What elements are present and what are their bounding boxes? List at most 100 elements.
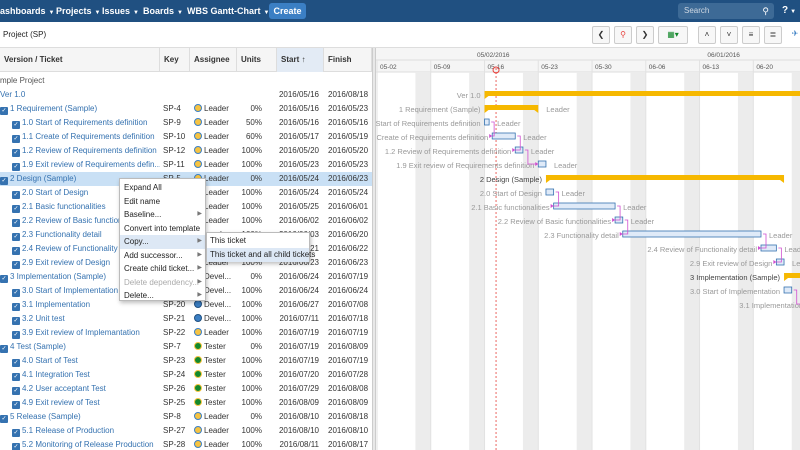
table-row[interactable]: mple Project: [0, 74, 372, 88]
checkbox-icon[interactable]: ✓: [12, 317, 20, 325]
zoom-out-icon[interactable]: ˅: [720, 26, 738, 44]
column-header[interactable]: Key: [160, 48, 190, 72]
help-icon[interactable]: ? ▼: [782, 5, 797, 16]
nav-menu-issues[interactable]: Issues ▼: [102, 0, 139, 22]
column-header[interactable]: Assignee: [190, 48, 237, 72]
menu-item-create-child-ticket[interactable]: Create child ticket... ▶: [120, 262, 205, 276]
ticket-title[interactable]: ✓ 1 Requirement (Sample): [0, 102, 160, 116]
ticket-title[interactable]: ✓ 2.4 Review of Functionality de...: [12, 242, 160, 256]
zoom-in-icon[interactable]: ˄: [698, 26, 716, 44]
column-header[interactable]: Finish: [324, 48, 372, 72]
nav-menu-projects[interactable]: Projects ▼: [56, 0, 100, 22]
scroll-right-icon[interactable]: ❯: [636, 26, 654, 44]
ticket-title[interactable]: ✓ 3.1 Implementation: [12, 298, 160, 312]
table-row[interactable]: ✓ 4.1 Integration Test SP-24 Tester 100% 2016…: [0, 368, 372, 382]
table-row[interactable]: ✓ 1.2 Review of Requirements definition SP…: [0, 144, 372, 158]
ticket-title[interactable]: ✓ 4 Test (Sample): [0, 340, 160, 354]
ticket-title[interactable]: ✓ 5.1 Release of Production: [12, 424, 160, 438]
pane-splitter[interactable]: [372, 48, 376, 450]
menu-item-convert-into-template[interactable]: Convert into template: [120, 222, 205, 236]
ticket-title[interactable]: ✓ 2.1 Basic functionalities: [12, 200, 160, 214]
table-row[interactable]: ✓ 3.9 Exit review of Implemantation SP-22 L…: [0, 326, 372, 340]
checkbox-icon[interactable]: ✓: [12, 373, 20, 381]
submenu-item[interactable]: This ticket: [210, 236, 247, 245]
ticket-title[interactable]: ✓ 2.9 Exit review of Design: [12, 256, 160, 270]
checkbox-icon[interactable]: ✓: [12, 289, 20, 297]
table-row[interactable]: ✓ 3.2 Unit test SP-21 Devel... 100% 2016/07/1…: [0, 312, 372, 326]
checkbox-icon[interactable]: ✓: [12, 261, 20, 269]
checkbox-icon[interactable]: ✓: [12, 191, 20, 199]
nav-menu-ashboards[interactable]: ashboards ▼: [0, 0, 54, 22]
checkbox-icon[interactable]: ✓: [12, 359, 20, 367]
checkbox-icon[interactable]: ✓: [12, 135, 20, 143]
menu-item-copy[interactable]: Copy... ▶: [120, 235, 205, 249]
ticket-title[interactable]: ✓ 2.3 Functionality detail: [12, 228, 160, 242]
search-input[interactable]: Search ⚲: [678, 3, 774, 19]
checkbox-icon[interactable]: ✓: [12, 331, 20, 339]
create-button[interactable]: Create: [269, 3, 306, 19]
checkbox-icon[interactable]: ✓: [12, 401, 20, 409]
table-row[interactable]: ✓ 4.2 User acceptant Test SP-26 Tester 100% 2…: [0, 382, 372, 396]
table-row[interactable]: ✓ 1.0 Start of Requirements definition SP-…: [0, 116, 372, 130]
menu-item-add-successor[interactable]: Add successor... ▶: [120, 249, 205, 263]
checkbox-icon[interactable]: ✓: [12, 163, 20, 171]
column-header[interactable]: Units: [237, 48, 277, 72]
table-row[interactable]: Ver 1.0 2016/05/16 2016/08/18: [0, 88, 372, 102]
ticket-title[interactable]: ✓ 1.2 Review of Requirements definition: [12, 144, 160, 158]
checkbox-icon[interactable]: ✓: [0, 415, 8, 423]
ticket-title[interactable]: ✓ 3.9 Exit review of Implemantation: [12, 326, 160, 340]
checkbox-icon[interactable]: ✓: [0, 177, 8, 185]
checkbox-icon[interactable]: ✓: [12, 443, 20, 450]
menu-item-delete[interactable]: Delete... ▶: [120, 289, 205, 303]
ticket-title[interactable]: ✓ 4.9 Exit review of Test: [12, 396, 160, 410]
ticket-title[interactable]: ✓ 1.9 Exit review of Requirements defin..…: [12, 158, 160, 172]
ticket-title[interactable]: ✓ 1.1 Create of Requirements definition: [12, 130, 160, 144]
ticket-title[interactable]: ✓ 2.0 Start of Design: [12, 186, 160, 200]
checkbox-icon[interactable]: ✓: [12, 219, 20, 227]
checkbox-icon[interactable]: ✓: [12, 149, 20, 157]
table-row[interactable]: ✓ 4.0 Start of Test SP-23 Tester 100% 2016/07…: [0, 354, 372, 368]
nav-menu-wbs-gantt-chart[interactable]: WBS Gantt-Chart ▼: [187, 0, 269, 22]
ticket-title[interactable]: ✓ 4.2 User acceptant Test: [12, 382, 160, 396]
submenu-item[interactable]: This ticket and all child tickets: [207, 248, 315, 262]
checkbox-icon[interactable]: ✓: [0, 345, 8, 353]
table-row[interactable]: ✓ 4.9 Exit review of Test SP-25 Tester 100% 2…: [0, 396, 372, 410]
ticket-title[interactable]: ✓ 1.0 Start of Requirements definition: [12, 116, 160, 130]
column-header[interactable]: Start ↑: [277, 48, 324, 72]
ticket-title[interactable]: ✓ 5 Release (Sample): [0, 410, 160, 424]
table-row[interactable]: ✓ 1 Requirement (Sample) SP-4 Leader 0% 2016/…: [0, 102, 372, 116]
export-excel-icon[interactable]: ▦▾: [658, 26, 688, 44]
ticket-title[interactable]: mple Project: [0, 74, 160, 88]
checkbox-icon[interactable]: ✓: [12, 233, 20, 241]
menu-item-baseline[interactable]: Baseline... ▶: [120, 208, 205, 222]
checkbox-icon[interactable]: ✓: [12, 247, 20, 255]
table-row[interactable]: ✓ 1.9 Exit review of Requirements defin..…: [0, 158, 372, 172]
ticket-title[interactable]: Ver 1.0: [0, 88, 160, 102]
table-row[interactable]: ✓ 3.1 Implementation SP-20 Devel... 100% 2016…: [0, 298, 372, 312]
ticket-title[interactable]: ✓ 3 Implementation (Sample): [0, 270, 160, 284]
ticket-title[interactable]: ✓ 3.0 Start of Implementation: [12, 284, 160, 298]
table-row[interactable]: ✓ 5.1 Release of Production SP-27 Leader 100…: [0, 424, 372, 438]
ticket-title[interactable]: ✓ 5.2 Monitoring of Release Production: [12, 438, 160, 450]
table-row[interactable]: ✓ 1.1 Create of Requirements definition SP…: [0, 130, 372, 144]
ticket-title[interactable]: ✓ 2 Design (Sample): [0, 172, 160, 186]
checkbox-icon[interactable]: ✓: [0, 275, 8, 283]
scroll-left-icon[interactable]: ❮: [592, 26, 610, 44]
plane-icon[interactable]: ✈: [791, 29, 799, 38]
ticket-title[interactable]: ✓ 4.0 Start of Test: [12, 354, 160, 368]
checkbox-icon[interactable]: ✓: [0, 107, 8, 115]
ticket-title[interactable]: ✓ 4.1 Integration Test: [12, 368, 160, 382]
collapse-icon[interactable]: ≡: [742, 26, 760, 44]
checkbox-icon[interactable]: ✓: [12, 121, 20, 129]
checkbox-icon[interactable]: ✓: [12, 387, 20, 395]
table-row[interactable]: ✓ 5 Release (Sample) SP-8 Leader 0% 2016/08/1…: [0, 410, 372, 424]
today-marker-icon[interactable]: ⚲: [614, 26, 632, 44]
checkbox-icon[interactable]: ✓: [12, 303, 20, 311]
checkbox-icon[interactable]: ✓: [12, 205, 20, 213]
nav-menu-boards[interactable]: Boards ▼: [143, 0, 183, 22]
expand-icon[interactable]: ≣: [764, 26, 782, 44]
menu-item-edit-name[interactable]: Edit name: [120, 195, 205, 209]
table-row[interactable]: ✓ 5.2 Monitoring of Release Production SP-…: [0, 438, 372, 450]
ticket-title[interactable]: ✓ 2.2 Review of Basic functional...: [12, 214, 160, 228]
column-header[interactable]: Version / Ticket: [0, 48, 160, 72]
